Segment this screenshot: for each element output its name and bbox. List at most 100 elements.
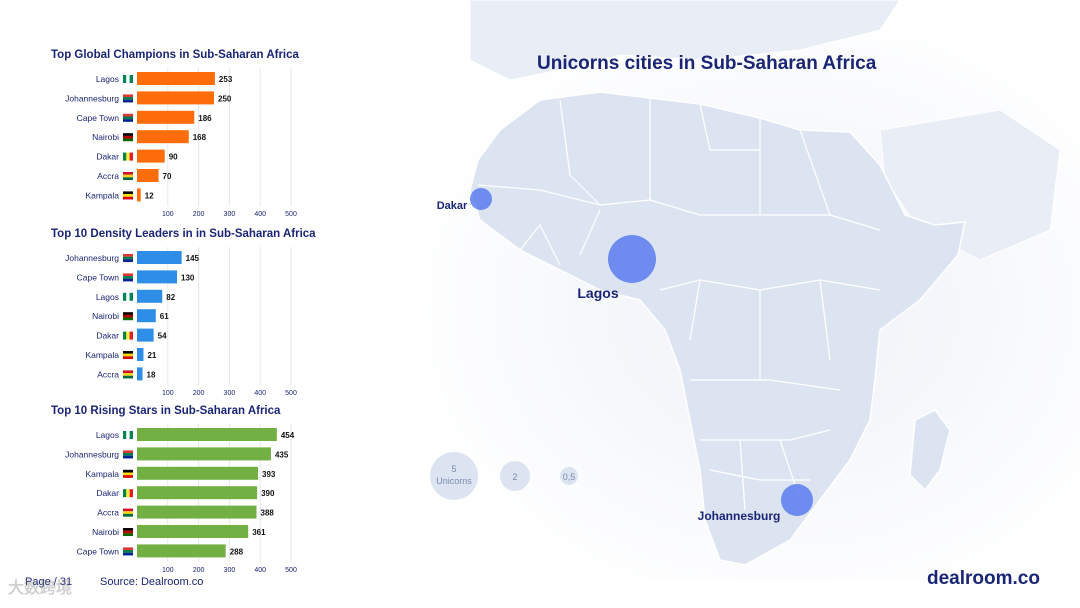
legend-sublabel-large: Unicorns (436, 476, 472, 486)
bar (137, 466, 259, 480)
chart-title-rising-stars: Top 10 Rising Stars in Sub-Saharan Afric… (51, 405, 281, 417)
data-label: 82 (166, 293, 175, 302)
x-tick-label: 100 (162, 390, 174, 397)
nigeria-flag-icon (123, 75, 133, 83)
bar (137, 91, 214, 105)
data-label: 186 (198, 114, 212, 123)
data-label: 90 (169, 153, 178, 162)
kenya-flag-icon (123, 528, 133, 537)
uganda-flag-icon (123, 191, 133, 200)
chart-rising-stars: 100 200 300 400 500 Lagos 454 Johannesburg 435 Ka… (65, 424, 297, 574)
south-africa-flag-icon (123, 450, 133, 459)
chart-density-leaders: 100 200 300 400 500 Johannesburg 145 Cape Town 1… (65, 247, 297, 397)
bar (137, 270, 178, 284)
category-label: Dakar (96, 331, 119, 341)
size-legend: 5 Unicorns 2 0,5 (430, 452, 578, 500)
category-label: Cape Town (77, 546, 120, 556)
data-label: 168 (193, 133, 207, 142)
bar (137, 309, 156, 323)
ghana-flag-icon (123, 508, 133, 517)
data-label: 288 (230, 547, 244, 556)
data-label: 61 (160, 312, 169, 321)
bar (137, 72, 215, 85)
legend-label-small: 0,5 (563, 472, 576, 482)
bar (137, 110, 195, 124)
x-tick-label: 500 (285, 567, 297, 574)
category-label: Johannesburg (65, 449, 119, 459)
city-label-johannesburg: Johannesburg (698, 509, 781, 523)
south-africa-flag-icon (123, 254, 133, 263)
data-label: 70 (163, 172, 172, 181)
legend-bubble-medium (500, 461, 530, 491)
bar (137, 428, 277, 441)
bar (137, 328, 154, 342)
dealroom-logo: dealroom.co (927, 568, 1040, 589)
category-label: Accra (97, 171, 119, 181)
x-tick-label: 200 (193, 567, 205, 574)
x-tick-label: 300 (224, 567, 236, 574)
kenya-flag-icon (123, 133, 133, 142)
x-tick-label: 300 (224, 211, 236, 218)
category-label: Cape Town (77, 272, 120, 282)
x-tick-label: 400 (254, 390, 266, 397)
x-tick-label: 200 (193, 390, 205, 397)
data-label: 393 (262, 470, 276, 479)
category-label: Accra (97, 508, 119, 518)
africa-continent (469, 91, 966, 566)
x-tick-label: 400 (254, 211, 266, 218)
data-label: 12 (145, 191, 154, 200)
watermark: 大数跨境 (8, 580, 73, 597)
bar (137, 525, 249, 538)
uganda-flag-icon (123, 351, 133, 360)
x-tick-label: 500 (285, 211, 297, 218)
legend-bubble-large (430, 452, 478, 500)
dakar-bubble (470, 188, 492, 210)
bar (137, 251, 182, 264)
category-label: Lagos (96, 74, 119, 84)
chart-global-champions: 100 200 300 400 500 Lagos 253 Johannesburg 250 Ca… (65, 68, 297, 218)
category-label: Dakar (96, 152, 119, 162)
bar (137, 505, 257, 519)
category-label: Johannesburg (65, 253, 119, 263)
data-label: 454 (281, 431, 295, 440)
bar (137, 169, 159, 182)
legend-label-large: 5 (451, 464, 456, 474)
category-label: Kampala (85, 469, 119, 479)
madagascar (909, 409, 951, 492)
data-label: 390 (261, 489, 275, 498)
city-label-dakar: Dakar (437, 200, 468, 212)
category-label: Nairobi (92, 527, 119, 537)
category-label: Kampala (85, 350, 119, 360)
x-tick-label: 100 (162, 211, 174, 218)
bar (137, 447, 271, 461)
category-label: Nairobi (92, 311, 119, 321)
data-label: 361 (252, 528, 266, 537)
data-label: 253 (219, 75, 233, 84)
nigeria-flag-icon (123, 292, 133, 301)
chart-title-global-champions: Top Global Champions in Sub-Saharan Afri… (51, 49, 299, 61)
nigeria-flag-icon (123, 431, 133, 439)
category-label: Kampala (85, 190, 119, 200)
ghana-flag-icon (123, 172, 133, 181)
x-tick-label: 200 (193, 211, 205, 218)
category-label: Accra (97, 369, 119, 379)
chart-title-density-leaders: Top 10 Density Leaders in in Sub-Saharan… (51, 228, 316, 240)
bar (137, 289, 163, 303)
data-label: 388 (261, 509, 275, 518)
bar (137, 367, 143, 381)
x-tick-label: 500 (285, 390, 297, 397)
bar (137, 544, 226, 558)
category-label: Cape Town (77, 113, 120, 123)
senegal-flag-icon (123, 489, 133, 498)
south-africa-flag-icon (123, 113, 133, 122)
senegal-flag-icon (123, 331, 133, 340)
map-title: Unicorns cities in Sub-Saharan Africa (537, 53, 877, 74)
bar (137, 149, 165, 163)
x-tick-label: 300 (224, 390, 236, 397)
johannesburg-bubble (781, 484, 813, 516)
europe-landmass (469, 0, 901, 81)
senegal-flag-icon (123, 152, 133, 161)
city-label-lagos: Lagos (577, 285, 618, 301)
category-label: Lagos (96, 292, 119, 302)
